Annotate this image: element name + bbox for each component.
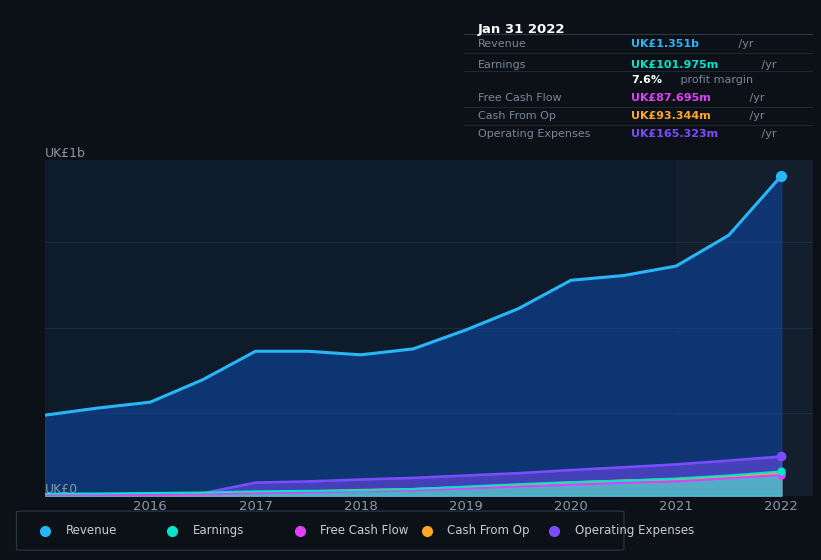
Text: /yr: /yr — [746, 111, 765, 121]
FancyBboxPatch shape — [16, 511, 624, 550]
Text: Free Cash Flow: Free Cash Flow — [478, 93, 562, 103]
Text: /yr: /yr — [758, 129, 777, 139]
Text: Jan 31 2022: Jan 31 2022 — [478, 23, 566, 36]
Bar — [676, 160, 813, 496]
Text: UK£93.344m: UK£93.344m — [631, 111, 711, 121]
Text: UK£165.323m: UK£165.323m — [631, 129, 718, 139]
Text: /yr: /yr — [758, 59, 777, 69]
Text: Revenue: Revenue — [66, 524, 117, 537]
Text: Cash From Op: Cash From Op — [447, 524, 530, 537]
Text: UK£101.975m: UK£101.975m — [631, 59, 718, 69]
Text: Earnings: Earnings — [478, 59, 526, 69]
Text: profit margin: profit margin — [677, 75, 754, 85]
Text: UK£1.351b: UK£1.351b — [631, 39, 699, 49]
Text: UK£1b: UK£1b — [45, 147, 86, 160]
Text: UK£87.695m: UK£87.695m — [631, 93, 711, 103]
Text: /yr: /yr — [735, 39, 754, 49]
Text: Revenue: Revenue — [478, 39, 526, 49]
Text: Free Cash Flow: Free Cash Flow — [320, 524, 409, 537]
Text: Operating Expenses: Operating Expenses — [575, 524, 694, 537]
Text: UK£0: UK£0 — [45, 483, 78, 496]
Text: Earnings: Earnings — [193, 524, 245, 537]
Text: Cash From Op: Cash From Op — [478, 111, 556, 121]
Text: Operating Expenses: Operating Expenses — [478, 129, 590, 139]
Text: 7.6%: 7.6% — [631, 75, 663, 85]
Text: /yr: /yr — [746, 93, 765, 103]
